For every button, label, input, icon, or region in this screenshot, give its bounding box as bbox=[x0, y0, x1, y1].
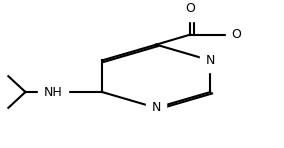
Text: O: O bbox=[185, 2, 195, 15]
Text: N: N bbox=[206, 54, 215, 67]
Text: O: O bbox=[231, 28, 241, 41]
Text: NH: NH bbox=[43, 86, 62, 99]
Text: N: N bbox=[151, 101, 161, 114]
